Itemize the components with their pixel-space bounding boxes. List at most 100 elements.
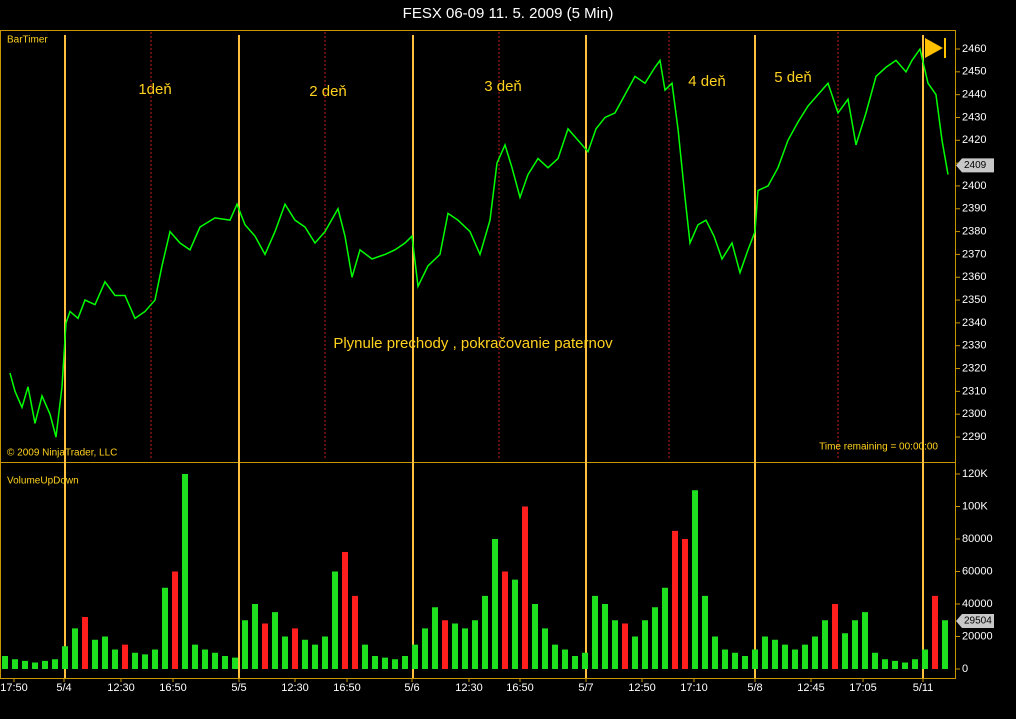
volume-bar [822, 620, 828, 669]
volume-bar [382, 657, 388, 669]
x-tick-label: 12:30 [281, 682, 309, 694]
y-tick-label: 2290 [962, 431, 986, 443]
x-tick-label: 5/5 [231, 682, 246, 694]
volume-bar [902, 662, 908, 669]
x-tick-label: 5/7 [578, 682, 593, 694]
volume-bar [802, 644, 808, 669]
volume-bar [192, 644, 198, 669]
volume-bar [122, 644, 128, 669]
x-tick-label: 5/8 [747, 682, 762, 694]
volume-bar [892, 660, 898, 669]
volume-bar [362, 644, 368, 669]
volume-bar [502, 571, 508, 669]
volume-bar [712, 636, 718, 669]
volume-bar [352, 595, 358, 669]
volume-bar [482, 595, 488, 669]
volume-bar [442, 620, 448, 669]
y-tick-label: 100K [962, 500, 988, 512]
volume-bar [472, 620, 478, 669]
volume-bar [662, 587, 668, 669]
volume-bar [582, 652, 588, 669]
volume-bar [812, 636, 818, 669]
price-line [9, 47, 949, 438]
volume-bar [462, 628, 468, 669]
y-tick-label: 20000 [962, 630, 993, 642]
volume-bar [412, 644, 418, 669]
y-tick-label: 2370 [962, 248, 986, 260]
volume-bar [322, 636, 328, 669]
volume-bar [72, 628, 78, 669]
volume-bar [572, 656, 578, 669]
panel-label: BarTimer [7, 35, 48, 46]
volume-bar [602, 604, 608, 669]
chart-title: FESX 06-09 11. 5. 2009 (5 Min) [403, 5, 614, 22]
volume-bar [452, 623, 458, 669]
y-tick-label: 60000 [962, 565, 993, 577]
x-tick-label: 12:30 [107, 682, 135, 694]
volume-bar [922, 649, 928, 669]
y-tick-label: 2340 [962, 317, 986, 329]
y-tick-label: 2360 [962, 271, 986, 283]
y-tick-label: 2320 [962, 362, 986, 374]
x-tick-label: 17:50 [0, 682, 28, 694]
last-value-label: 2409 [964, 160, 987, 171]
volume-bar [202, 649, 208, 669]
midday-lines [150, 32, 839, 460]
volume-bar [842, 633, 848, 669]
status: Time remaining = 00:00:00 [819, 442, 938, 453]
bar-timer-icon [925, 38, 943, 58]
volume-bar [832, 604, 838, 669]
volume-bar [732, 652, 738, 669]
y-tick-label: 2450 [962, 66, 986, 78]
volume-bar [242, 620, 248, 669]
volume-bar [652, 607, 658, 669]
volume-bar [692, 490, 698, 669]
volume-bar [2, 656, 8, 669]
session-lines [64, 35, 924, 678]
volume-bar [722, 649, 728, 669]
volume-bar [392, 659, 398, 669]
volume-bar [22, 660, 28, 669]
volume-bar [312, 644, 318, 669]
x-tick-label: 5/4 [56, 682, 71, 694]
volume-bar [212, 652, 218, 669]
x-tick-label: 12:45 [797, 682, 825, 694]
volume-bar [522, 506, 528, 669]
volume-bar [872, 652, 878, 669]
volume-bar [772, 639, 778, 669]
volume-bar [762, 636, 768, 669]
volume-bar [882, 659, 888, 669]
volume-bar [562, 649, 568, 669]
annotation: 5 deň [774, 69, 812, 86]
x-tick-label: 16:50 [506, 682, 534, 694]
volume-bar [912, 659, 918, 669]
y-tick-label: 2420 [962, 134, 986, 146]
volume-bar [12, 659, 18, 669]
x-tick-label: 12:50 [628, 682, 656, 694]
volume-bar [512, 579, 518, 669]
volume-bar [942, 620, 948, 669]
last-value-tag [956, 614, 994, 629]
y-tick-label: 2400 [962, 180, 986, 192]
y-tick-label: 2430 [962, 111, 986, 123]
volume-bar [552, 644, 558, 669]
copyright: © 2009 NinjaTrader, LLC [7, 448, 117, 459]
y-tick-label: 2300 [962, 408, 986, 420]
x-tick-label: 5/11 [913, 682, 934, 694]
volume-bar [222, 656, 228, 669]
panel-label: VolumeUpDown [7, 476, 79, 487]
volume-bar [232, 657, 238, 669]
volume-bar [422, 628, 428, 669]
y-tick-label: 2440 [962, 89, 986, 101]
annotation: 2 deň [309, 83, 347, 100]
volume-bar [82, 617, 88, 669]
annotation: Plynule prechody , pokračovanie paternov [333, 335, 613, 352]
volume-bar [42, 660, 48, 669]
volume-bar [632, 636, 638, 669]
volume-bar [642, 620, 648, 669]
volume-bar [492, 539, 498, 669]
volume-bar [152, 649, 158, 669]
volume-bar [742, 656, 748, 669]
annotation: 1deň [138, 81, 171, 98]
